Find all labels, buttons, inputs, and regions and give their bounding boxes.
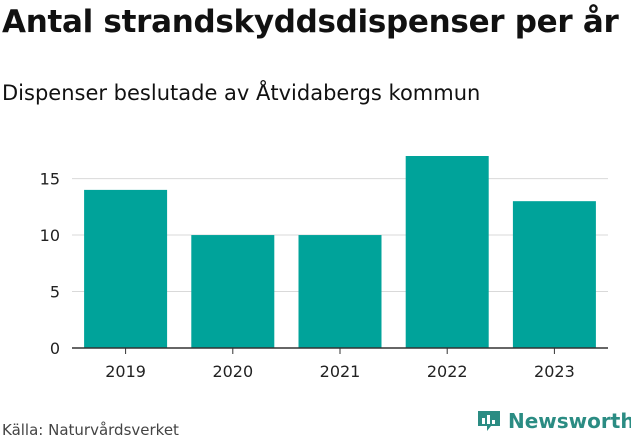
x-tick-label: 2023	[534, 362, 575, 381]
bar-2020	[191, 235, 275, 348]
y-tick-labels: 0 5 10 15	[40, 170, 60, 358]
x-tick-label: 2022	[427, 362, 468, 381]
brand-name: Newsworthy	[508, 409, 631, 433]
bar-2021	[298, 235, 382, 348]
x-tick-labels: 2019 2020 2021 2022 2023	[105, 362, 575, 381]
bar-2023	[512, 201, 596, 348]
brand-logo: Newsworthy	[476, 408, 631, 434]
bar-chart: 0 5 10 15 2019 2020 2021 2022 2023	[40, 156, 608, 381]
bar-chart-logo-icon	[478, 411, 500, 431]
x-tick-marks	[125, 348, 555, 354]
chart-subtitle: Dispenser beslutade av Åtvidabergs kommu…	[2, 81, 481, 105]
y-tick-label: 5	[50, 283, 60, 302]
chart-title: Antal strandskyddsdispenser per år	[2, 4, 619, 40]
bar-2022	[405, 156, 489, 348]
x-tick-label: 2021	[320, 362, 361, 381]
y-tick-label: 0	[50, 339, 60, 358]
source-note: Källa: Naturvårdsverket	[2, 421, 179, 439]
y-tick-label: 10	[40, 226, 60, 245]
x-tick-label: 2020	[212, 362, 253, 381]
bars	[84, 156, 596, 348]
bar-2019	[84, 189, 168, 348]
y-tick-label: 15	[40, 170, 60, 189]
x-tick-label: 2019	[105, 362, 146, 381]
